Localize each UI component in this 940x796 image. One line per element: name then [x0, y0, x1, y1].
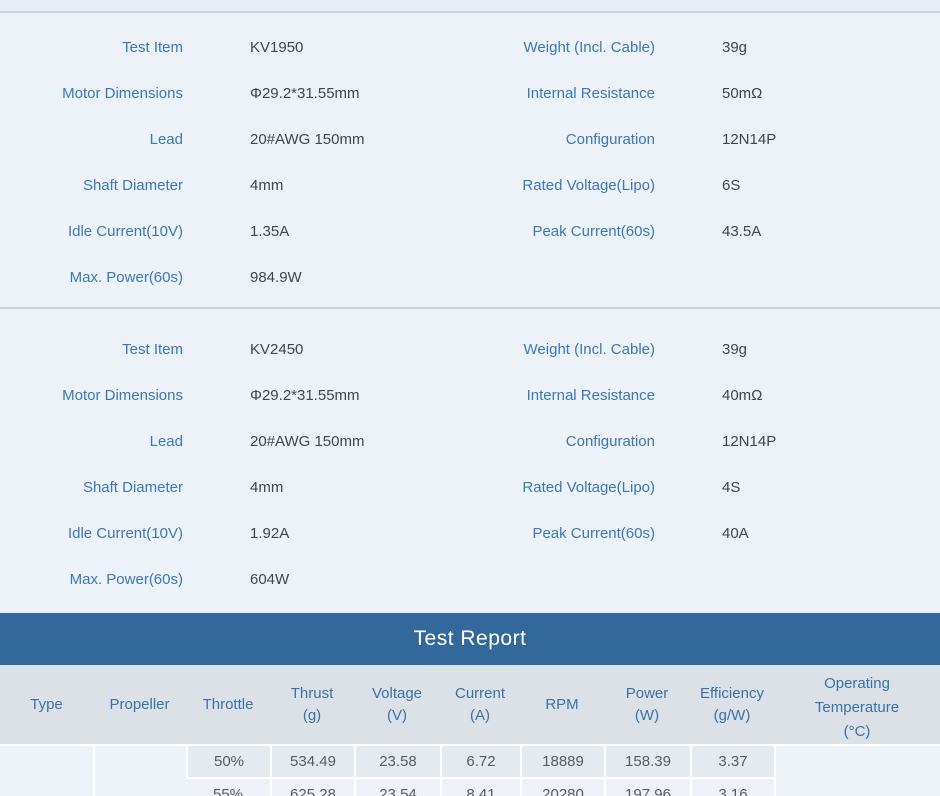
spec-block-kv2450: Test Item KV2450 Weight (Incl. Cable) 39… [0, 307, 940, 602]
column-header-current: Current (A) [440, 665, 520, 744]
temperature-cell [774, 744, 940, 796]
spec-label: Test Item [122, 38, 183, 56]
spec-label: Rated Voltage(Lipo) [522, 176, 655, 194]
spec-row: Max. Power(60s) 604W [0, 556, 940, 602]
spec-label: Lead [149, 130, 183, 148]
voltage-cell: 23.58 [354, 744, 440, 777]
power-cell: 197.96 [604, 777, 690, 796]
spec-row: Lead 20#AWG 150mm Configuration 12N14P [0, 116, 940, 162]
efficiency-cell: 3.16 [690, 777, 774, 796]
column-header-efficiency: Efficiency (g/W) [690, 665, 774, 744]
spec-value: 4mm [250, 176, 284, 194]
spec-label: Weight (Incl. Cable) [523, 340, 655, 358]
column-header-thrust: Thrust (g) [270, 665, 354, 744]
spec-value: 39g [722, 340, 748, 358]
spec-value: Φ29.2*31.55mm [250, 84, 360, 102]
spec-row: Max. Power(60s) 984.9W [0, 254, 940, 300]
spec-row: Test Item KV1950 Weight (Incl. Cable) 39… [0, 24, 940, 70]
spec-value: 1.92A [250, 524, 290, 542]
spec-value: 39g [722, 38, 748, 56]
rpm-cell: 18889 [520, 744, 604, 777]
spec-label: Configuration [565, 130, 655, 148]
spec-value: 6S [722, 176, 741, 194]
spec-row: Motor Dimensions Φ29.2*31.55mm Internal … [0, 70, 940, 116]
spec-value: 40mΩ [722, 386, 763, 404]
spec-row: Lead 20#AWG 150mm Configuration 12N14P [0, 418, 940, 464]
spec-row: Shaft Diameter 4mm Rated Voltage(Lipo) 6… [0, 162, 940, 208]
spec-value: 12N14P [722, 432, 777, 450]
spec-value: 4S [722, 478, 741, 496]
type-cell [0, 744, 93, 796]
spec-label: Max. Power(60s) [69, 268, 183, 286]
current-cell: 8.41 [440, 777, 520, 796]
spec-value: KV2450 [250, 340, 304, 358]
spec-value: 4mm [250, 478, 284, 496]
throttle-cell: 50% [186, 744, 270, 777]
spec-label: Max. Power(60s) [69, 570, 183, 588]
spec-row: Shaft Diameter 4mm Rated Voltage(Lipo) 4… [0, 464, 940, 510]
test-report-title: Test Report [413, 627, 527, 650]
thrust-cell: 625.28 [270, 777, 354, 796]
spec-label: Internal Resistance [526, 386, 655, 404]
table-row: 50% 534.49 23.58 6.72 18889 158.39 3.37 [0, 744, 940, 796]
spec-value: 12N14P [722, 130, 777, 148]
propeller-cell [93, 744, 186, 796]
spec-value: Φ29.2*31.55mm [250, 386, 360, 404]
test-report-table: Type Propeller Throttle Thrust (g) Volta… [0, 665, 940, 796]
efficiency-cell: 3.37 [690, 744, 774, 777]
spec-value: 604W [250, 570, 290, 588]
spec-label: Motor Dimensions [62, 84, 183, 102]
spec-value: 20#AWG 150mm [250, 130, 365, 148]
spec-label: Motor Dimensions [62, 386, 183, 404]
spec-row: Motor Dimensions Φ29.2*31.55mm Internal … [0, 372, 940, 418]
column-header-voltage: Voltage (V) [354, 665, 440, 744]
test-report-header: Test Report [0, 613, 940, 665]
spec-value: 984.9W [250, 268, 302, 286]
spec-label: Shaft Diameter [82, 176, 183, 194]
spec-row: Test Item KV2450 Weight (Incl. Cable) 39… [0, 326, 940, 372]
column-header-type: Type [0, 665, 93, 744]
spec-value: KV1950 [250, 38, 304, 56]
rpm-cell: 20280 [520, 777, 604, 796]
spec-label: Test Item [122, 340, 183, 358]
spec-label: Idle Current(10V) [67, 524, 183, 542]
table-row: 55% 625.28 23.54 8.41 20280 197.96 3.16 [0, 777, 940, 796]
spec-label: Peak Current(60s) [532, 524, 655, 542]
spec-value: 43.5A [722, 222, 762, 240]
spec-label: Rated Voltage(Lipo) [522, 478, 655, 496]
column-header-throttle: Throttle [186, 665, 270, 744]
spec-label: Internal Resistance [526, 84, 655, 102]
spec-value: 50mΩ [722, 84, 763, 102]
column-header-power: Power (W) [604, 665, 690, 744]
spec-label: Configuration [565, 432, 655, 450]
thrust-cell: 534.49 [270, 744, 354, 777]
spec-label: Lead [149, 432, 183, 450]
spec-value: 1.35A [250, 222, 290, 240]
page-top-divider [0, 0, 940, 13]
table-header-row: Type Propeller Throttle Thrust (g) Volta… [0, 665, 940, 744]
throttle-cell: 55% [186, 777, 270, 796]
spec-label: Weight (Incl. Cable) [523, 38, 655, 56]
spec-label: Idle Current(10V) [67, 222, 183, 240]
spec-value: 40A [722, 524, 749, 542]
spec-block-kv1950: Test Item KV1950 Weight (Incl. Cable) 39… [0, 13, 940, 307]
spec-label: Peak Current(60s) [532, 222, 655, 240]
power-cell: 158.39 [604, 744, 690, 777]
spec-value: 20#AWG 150mm [250, 432, 365, 450]
column-header-propeller: Propeller [93, 665, 186, 744]
spec-row: Idle Current(10V) 1.35A Peak Current(60s… [0, 208, 940, 254]
voltage-cell: 23.54 [354, 777, 440, 796]
spec-row: Idle Current(10V) 1.92A Peak Current(60s… [0, 510, 940, 556]
current-cell: 6.72 [440, 744, 520, 777]
column-header-operating-temperature: Operating Temperature (°C) [774, 665, 940, 744]
column-header-rpm: RPM [520, 665, 604, 744]
spec-label: Shaft Diameter [82, 478, 183, 496]
